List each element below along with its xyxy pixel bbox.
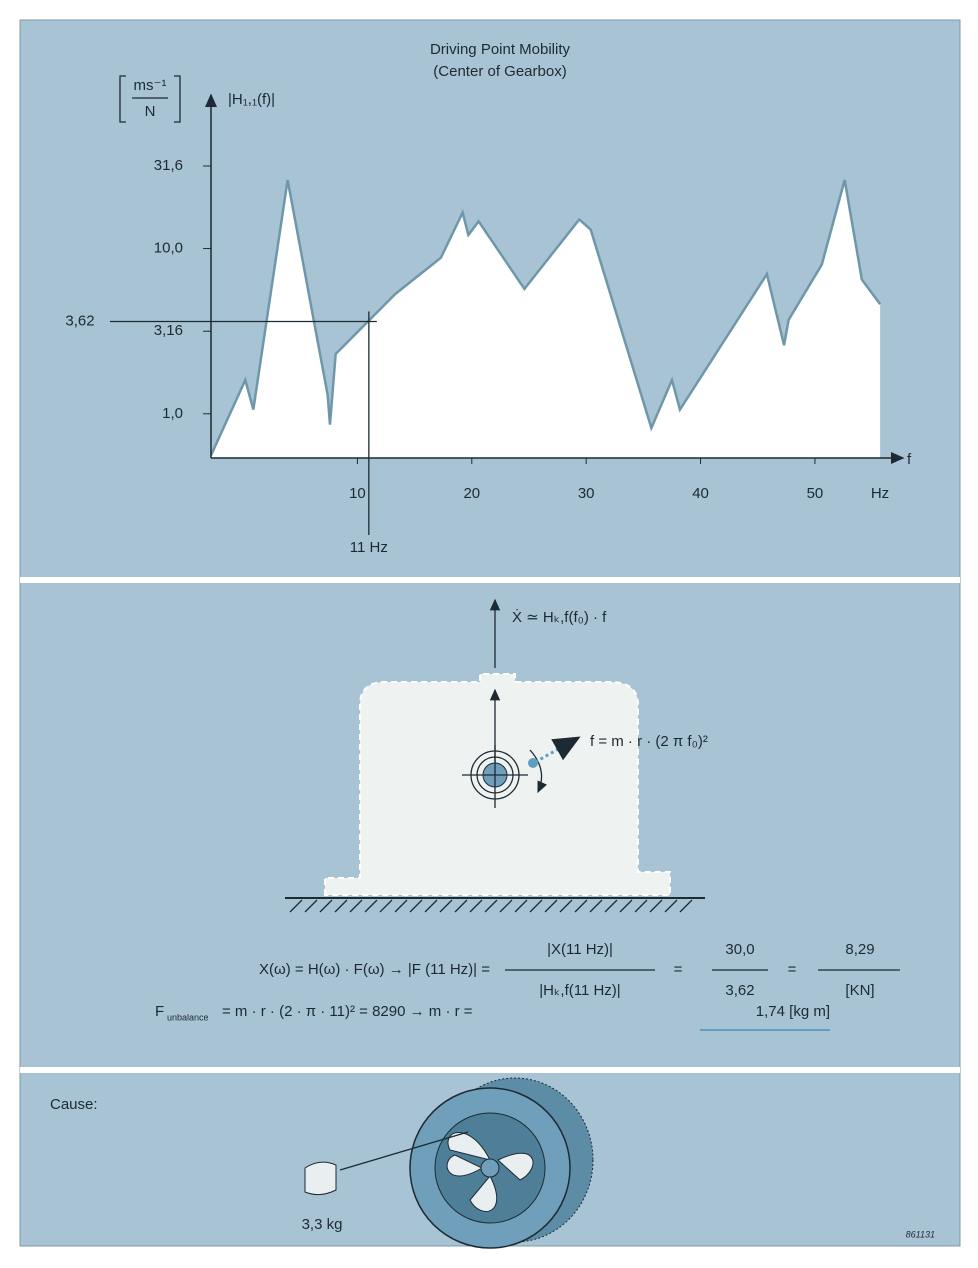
chart-subtitle: (Center of Gearbox) bbox=[433, 63, 566, 80]
cause-label: Cause: bbox=[50, 1096, 98, 1113]
annotation-label: 3,62 bbox=[65, 312, 94, 329]
y-tick-label: 10,0 bbox=[154, 240, 183, 257]
fraction-numerator: 8,29 bbox=[845, 941, 874, 958]
equation-result: 1,74 [kg m] bbox=[756, 1003, 830, 1020]
y-axis-label: |H₁,₁(f)| bbox=[228, 91, 275, 108]
x-axis-label: f bbox=[907, 451, 912, 468]
x-tick-label: 20 bbox=[463, 485, 480, 502]
x-tick-label: 50 bbox=[807, 485, 824, 502]
fraction-denominator: 3,62 bbox=[725, 982, 754, 999]
fraction-numerator: |X(11 Hz)| bbox=[547, 941, 613, 958]
y-unit-numerator: ms⁻¹ bbox=[134, 77, 167, 94]
ground-hatch bbox=[289, 899, 693, 913]
fraction-numerator: 30,0 bbox=[725, 941, 754, 958]
y-tick-label: 31,6 bbox=[154, 157, 183, 174]
crosshair bbox=[462, 745, 528, 808]
unit-brackets bbox=[119, 75, 181, 123]
y-unit-denominator: N bbox=[145, 103, 156, 120]
mass-label: 3,3 kg bbox=[302, 1216, 343, 1233]
area-line bbox=[209, 179, 882, 456]
rotation-arrow bbox=[529, 749, 548, 794]
force-subscript: unbalance bbox=[167, 1012, 209, 1022]
leader-line bbox=[339, 1131, 469, 1171]
y-tick-label: 1,0 bbox=[162, 405, 183, 422]
annotation-label: 11 Hz bbox=[350, 539, 388, 556]
y-tick-label: 3,16 bbox=[154, 322, 183, 339]
panel bbox=[19, 19, 961, 1247]
x-unit: Hz bbox=[871, 485, 889, 502]
fraction-denominator: [KN] bbox=[845, 982, 874, 999]
x-tick-label: 10 bbox=[349, 485, 366, 502]
divider bbox=[20, 577, 960, 583]
chart-title: Driving Point Mobility bbox=[430, 41, 571, 58]
force-symbol: F bbox=[155, 1003, 164, 1020]
equation-lhs: X(ω) = H(ω) · F(ω) → |F (11 Hz)| = bbox=[259, 961, 490, 978]
fan-wheel bbox=[409, 1077, 594, 1249]
plot: f Hz 1,0 3,16 10,0 31,6 10 20 30 40 50 3,62 11 Hz bbox=[65, 93, 912, 556]
equals: = bbox=[788, 961, 797, 978]
equals: = bbox=[674, 961, 683, 978]
velocity-label: Ẋ ≃ Hₖ,f(f₀) · f bbox=[512, 608, 607, 626]
area-fill bbox=[211, 179, 881, 458]
equation-rhs: = m · r · (2 · π · 11)² = 8290 → m · r = bbox=[222, 1003, 473, 1020]
x-tick-label: 40 bbox=[692, 485, 709, 502]
fraction-denominator: |Hₖ,f(11 Hz)| bbox=[539, 982, 620, 999]
figure-id: 861131 bbox=[906, 1229, 935, 1239]
mass-piece bbox=[304, 1161, 337, 1196]
x-tick-label: 30 bbox=[578, 485, 595, 502]
divider bbox=[20, 1067, 960, 1073]
unbalance-mass bbox=[528, 758, 538, 768]
force-label: f = m · r · (2 π f₀)² bbox=[590, 733, 708, 750]
